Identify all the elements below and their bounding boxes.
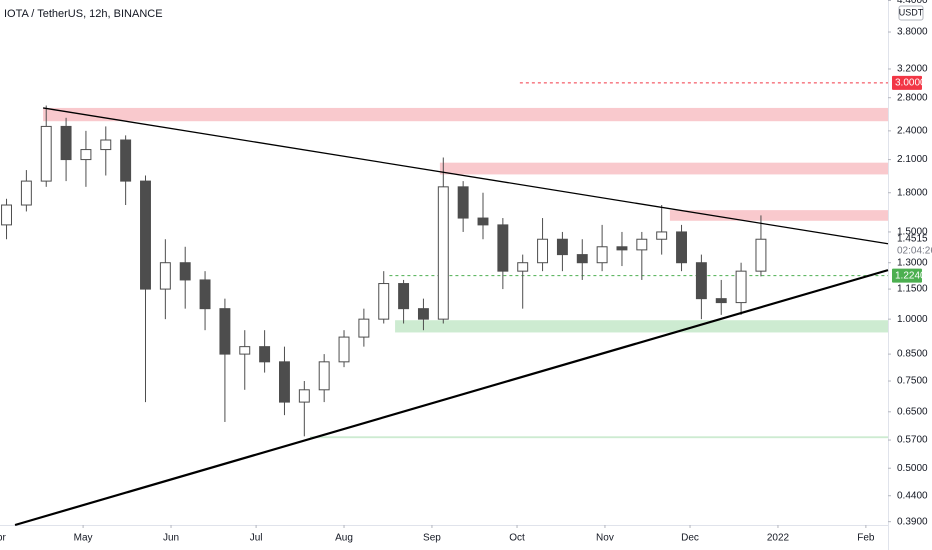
candle-body — [636, 238, 648, 251]
x-tick-label: Sep — [423, 533, 441, 544]
candle-body — [497, 224, 509, 272]
candle-body — [715, 298, 727, 304]
x-tick-label: Oct — [509, 533, 525, 544]
y-tick-label: 0.3900 — [897, 516, 928, 527]
x-tick-label: Jun — [163, 533, 179, 544]
candle-body — [755, 238, 767, 272]
level-badge — [892, 268, 922, 283]
candle-body — [199, 279, 211, 310]
y-tick-label: 1.3000 — [897, 257, 928, 268]
y-tick-label: 1.5000 — [897, 227, 928, 238]
candle-body — [537, 238, 549, 264]
candle-body — [417, 308, 429, 320]
x-tick-label: Feb — [857, 533, 875, 544]
y-tick-label: 0.5700 — [897, 435, 928, 446]
candle-body — [437, 186, 449, 320]
y-tick-label: 4.4000 — [897, 0, 928, 6]
x-tick-label: Dec — [681, 533, 699, 544]
y-tick-label: 2.4000 — [897, 125, 928, 136]
candle-body — [140, 180, 151, 290]
candle-body — [100, 139, 112, 151]
candle-body — [318, 361, 330, 391]
x-tick-label: May — [74, 533, 93, 544]
candle-body — [457, 186, 469, 219]
candle-body — [358, 318, 370, 338]
y-tick-label: 0.4400 — [897, 490, 928, 501]
candle-body — [695, 262, 707, 300]
candle-body — [279, 361, 290, 403]
candle-body — [1, 204, 12, 226]
y-tick-label: 1.0000 — [897, 314, 928, 325]
y-tick-label: 0.7500 — [897, 376, 928, 387]
trend-line — [14, 269, 889, 527]
y-tick-label: 3.2000 — [897, 64, 928, 75]
candle-body — [616, 246, 628, 251]
candle-body — [120, 139, 132, 182]
candle-body — [517, 262, 529, 272]
y-tick-label: 0.5000 — [897, 463, 928, 474]
candle-body — [676, 231, 687, 264]
candle-body — [656, 231, 668, 240]
y-tick-label: 0.6500 — [897, 406, 928, 417]
candle-body — [239, 346, 251, 355]
candle-body — [159, 262, 171, 290]
countdown: 02:04:26 — [897, 246, 932, 257]
x-tick-label: Aug — [335, 533, 353, 544]
candle-body — [576, 254, 588, 264]
y-tick-label: 2.8000 — [897, 92, 928, 103]
candle-body — [259, 346, 271, 363]
currency: USDT — [899, 7, 924, 17]
level-label: 3.0000 — [895, 78, 926, 89]
candle-body — [179, 262, 191, 281]
candle-body — [556, 238, 568, 256]
candle-body — [596, 246, 608, 264]
candle-body — [60, 125, 72, 161]
candle-body — [20, 180, 32, 206]
last-price: 1.4515 — [897, 234, 928, 245]
candle-body — [338, 336, 350, 363]
candle-body — [735, 270, 747, 304]
x-tick-label: Nov — [596, 533, 614, 544]
candle-body — [477, 217, 489, 226]
trend-line — [43, 107, 889, 245]
x-tick-label: Jul — [250, 533, 263, 544]
currency-box — [898, 5, 924, 21]
candle-body — [378, 283, 390, 320]
zone — [395, 320, 888, 333]
chart-title: IOTA / TetherUS, 12h, BINANCE — [4, 8, 163, 20]
x-tick-label: Apr — [0, 533, 6, 544]
y-tick-label: 1.8000 — [897, 187, 928, 198]
zone — [43, 107, 888, 122]
zone — [309, 436, 888, 439]
y-tick-label: 3.8000 — [897, 27, 928, 38]
candle-body — [298, 389, 310, 403]
level-badge — [892, 75, 922, 90]
candle-body — [80, 149, 92, 161]
candle-body — [40, 125, 52, 182]
y-tick-label: 1.1500 — [897, 284, 928, 295]
y-tick-label: 2.1000 — [897, 154, 928, 165]
zone — [669, 210, 888, 221]
x-tick-label: 2022 — [767, 533, 790, 544]
y-tick-label: 0.8500 — [897, 349, 928, 360]
candle-body — [219, 308, 231, 355]
level-label: 1.2240 — [895, 270, 926, 281]
zone — [439, 162, 888, 175]
candle-body — [398, 283, 410, 310]
